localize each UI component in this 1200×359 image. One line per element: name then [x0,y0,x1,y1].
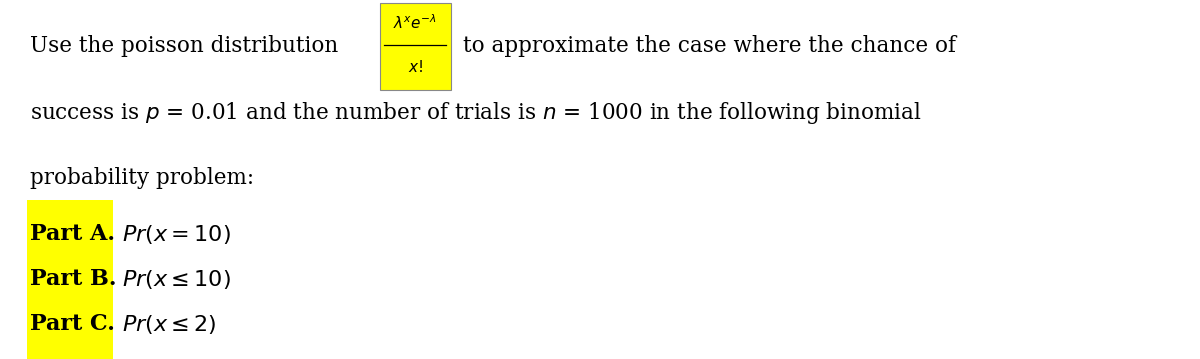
Text: to approximate the case where the chance of: to approximate the case where the chance… [463,36,956,57]
Text: probability problem:: probability problem: [30,167,254,190]
FancyBboxPatch shape [379,3,451,90]
Text: $x!$: $x!$ [408,59,422,75]
Text: Part A.: Part A. [30,223,115,245]
Text: Use the poisson distribution: Use the poisson distribution [30,36,338,57]
FancyBboxPatch shape [26,290,113,359]
Text: Part B.: Part B. [30,269,116,290]
Text: Part C.: Part C. [30,313,115,335]
Text: $\lambda^x e^{-\lambda}$: $\lambda^x e^{-\lambda}$ [394,14,437,32]
Text: success is $p$ = 0.01 and the number of trials is $n$ = 1000 in the following bi: success is $p$ = 0.01 and the number of … [30,100,922,126]
Text: $Pr(x \leq 2)$: $Pr(x \leq 2)$ [122,313,217,336]
FancyBboxPatch shape [26,245,113,313]
Text: $Pr(x \leq 10)$: $Pr(x \leq 10)$ [122,268,230,291]
Text: $Pr(x = 10)$: $Pr(x = 10)$ [122,223,230,246]
FancyBboxPatch shape [26,200,113,269]
